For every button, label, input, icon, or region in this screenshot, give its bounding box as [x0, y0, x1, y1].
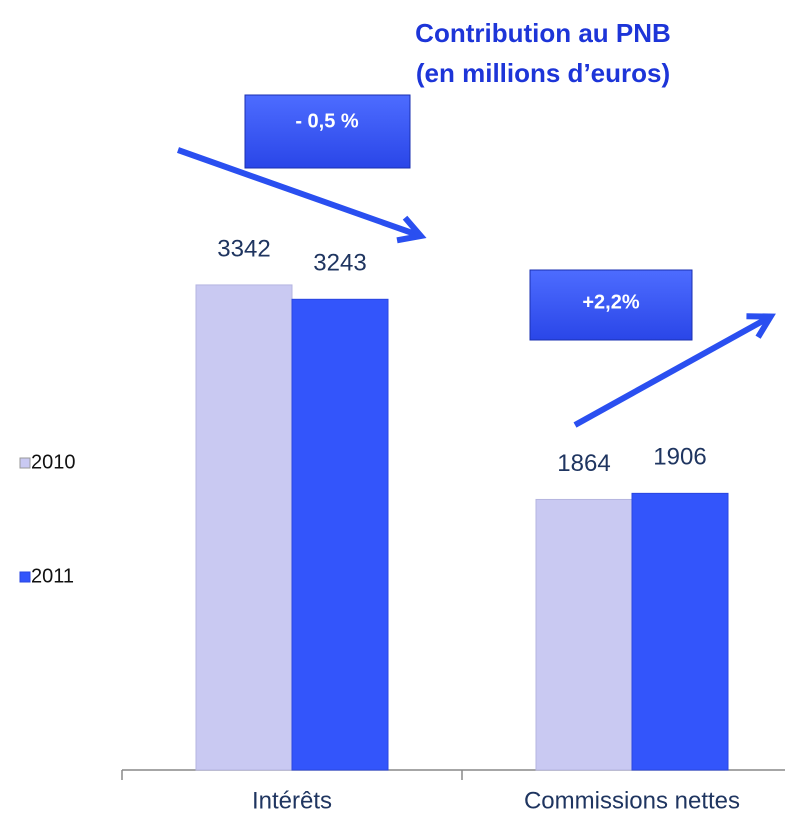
data-label: 3243 — [313, 250, 366, 277]
bar — [291, 298, 389, 771]
bar — [631, 492, 729, 771]
bar — [535, 498, 633, 771]
trend-arrow — [176, 147, 427, 244]
trend-arrow — [573, 313, 776, 428]
data-label: 3342 — [217, 235, 270, 262]
legend-label: 2010 — [31, 451, 76, 473]
data-label: 1906 — [653, 444, 706, 471]
legend-label: 2011 — [31, 565, 74, 587]
annotation-box — [529, 269, 693, 341]
chart-title: Contribution au PNB — [415, 18, 671, 48]
chart-subtitle: (en millions d’euros) — [416, 58, 670, 88]
x-tick-label: Intérêts — [252, 787, 332, 814]
annotation-box — [244, 94, 411, 169]
bar — [195, 284, 293, 771]
annotation: +2,2% — [582, 291, 639, 313]
annotation: - 0,5 % — [295, 110, 359, 132]
x-tick-label: Commissions nettes — [524, 787, 740, 814]
legend-swatch — [19, 457, 31, 469]
data-label: 1864 — [557, 450, 610, 477]
legend-swatch — [19, 571, 31, 583]
